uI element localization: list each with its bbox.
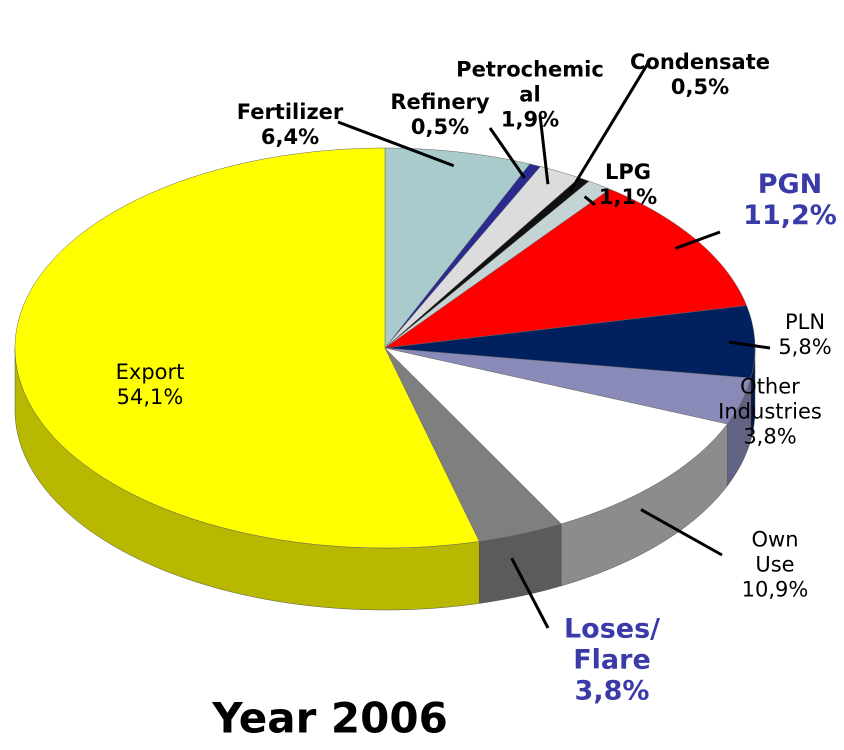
category-label: Fertilizer — [236, 100, 344, 124]
value-label: 3,8% — [743, 424, 797, 449]
leader-line — [488, 127, 526, 179]
value-label: 11,2% — [743, 200, 837, 231]
category-label: PLN — [784, 310, 826, 334]
slice-label: PGN 11,2% — [743, 169, 837, 231]
pie-slice — [384, 347, 728, 525]
leader-line — [675, 230, 721, 250]
slice-label: LPG 1,1% — [599, 160, 657, 210]
leader-line — [510, 557, 550, 629]
leader-line — [538, 114, 550, 185]
leader-line — [583, 195, 596, 207]
pie-slice — [384, 347, 752, 425]
slice-label: Condensate 0,5% — [630, 50, 770, 100]
pie-slice — [14, 147, 480, 549]
value-label: 5,8% — [778, 335, 832, 359]
category-label: Own Use — [751, 527, 799, 577]
value-label: 6,4% — [260, 125, 320, 149]
slice-label: Export 54,1% — [116, 360, 185, 410]
category-label: Petrochemic al — [456, 57, 604, 107]
slice-label: Fertilizer 6,4% — [237, 100, 344, 150]
slice-label: Loses/ Flare 3,8% — [564, 614, 660, 707]
pie-slice — [384, 180, 611, 349]
leader-line — [728, 340, 771, 350]
category-label: Loses/ Flare — [563, 613, 661, 676]
value-label: 1,1% — [598, 185, 658, 209]
value-label: 0,5% — [670, 75, 730, 99]
value-label: 54,1% — [116, 385, 184, 409]
slice-label: Petrochemic al 1,9% — [456, 58, 604, 133]
value-label: 1,9% — [500, 107, 560, 132]
leader-line — [569, 59, 652, 193]
pie-slice — [384, 305, 756, 379]
slice-label: Refinery 0,5% — [390, 90, 489, 140]
category-label: Condensate — [630, 50, 770, 74]
pie-slice — [384, 347, 562, 542]
value-label: 3,8% — [574, 675, 650, 707]
category-label: Other Industries — [718, 374, 822, 424]
leader-line — [640, 508, 723, 557]
category-label: Export — [115, 360, 185, 384]
value-label: 10,9% — [741, 577, 809, 602]
category-label: Refinery — [390, 90, 490, 114]
pie-slice — [384, 166, 580, 349]
category-label: PGN — [757, 169, 823, 200]
leader-line — [337, 120, 455, 168]
chart-title: Year 2006 — [212, 693, 448, 743]
slice-label: Other Industries 3,8% — [718, 375, 822, 450]
category-label: LPG — [604, 160, 651, 184]
slice-label: Own Use 10,9% — [741, 528, 810, 603]
slice-label: PLN 5,8% — [778, 310, 831, 360]
value-label: 0,5% — [410, 115, 470, 139]
